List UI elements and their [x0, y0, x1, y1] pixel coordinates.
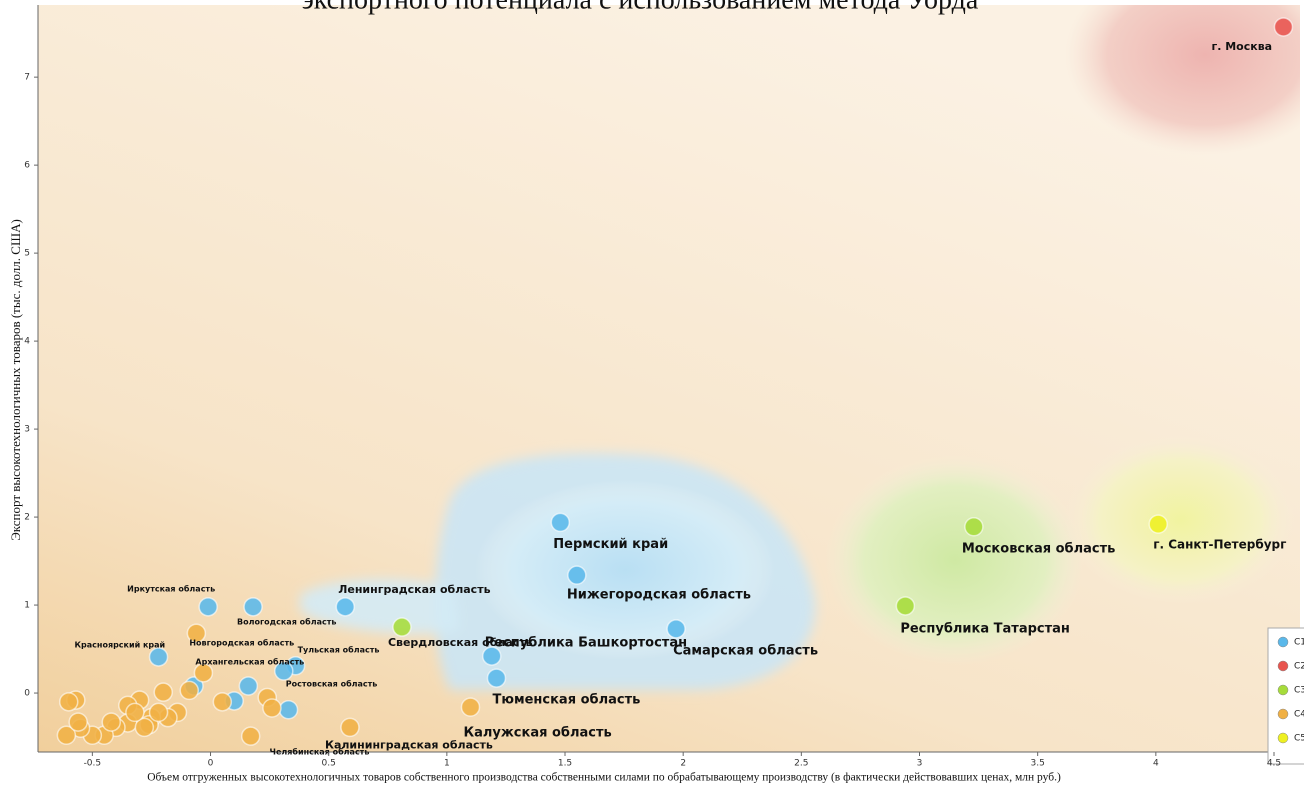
point [262, 698, 282, 718]
y-tick-label: 1 [24, 601, 30, 611]
point-label: Тульская область [298, 644, 380, 654]
y-tick-label: 4 [24, 337, 30, 347]
point [58, 692, 79, 712]
point [340, 717, 360, 738]
chart-title: экспортного потенциала с использованием … [302, 0, 979, 15]
legend-marker [1277, 708, 1289, 720]
x-tick-label: 0.5 [322, 759, 336, 769]
legend-marker [1277, 684, 1289, 696]
point [125, 702, 145, 723]
point-label: Московская область [962, 541, 1116, 556]
point [274, 661, 294, 681]
legend-label: C2 [1294, 662, 1304, 672]
point-label: Нижегородская область [567, 588, 751, 603]
point-label: Иркутская область [127, 583, 215, 593]
point [243, 597, 263, 617]
point [335, 597, 355, 617]
point-label: Республика Башкортостан [485, 636, 687, 651]
points: Пермский край Нижегородская область Ленинг… [56, 17, 1294, 756]
point [1148, 514, 1168, 534]
legend-label: C1 [1294, 638, 1304, 648]
y-tick-label: 3 [24, 425, 30, 435]
x-tick-label: 3 [917, 759, 923, 769]
point-label: г. Санкт-Петербург [1153, 538, 1286, 552]
point [56, 725, 77, 746]
point-label: Вологодская область [237, 616, 336, 626]
point [392, 617, 412, 637]
x-tick-label: 2 [680, 759, 686, 769]
point [278, 700, 299, 720]
point [134, 717, 155, 738]
legend-label: C4 [1294, 710, 1304, 720]
point [212, 692, 233, 712]
point [460, 697, 481, 717]
point [486, 668, 507, 688]
point-label: Ленинградская область [338, 583, 490, 596]
point [198, 597, 218, 617]
point-label: Архангельская область [195, 656, 304, 666]
point [68, 712, 88, 732]
point [964, 517, 984, 537]
point [153, 682, 174, 702]
x-tick-label: 4 [1153, 759, 1159, 769]
x-tick-label: 4.5 [1267, 759, 1281, 769]
point-label: Красноярский край [75, 640, 166, 649]
legend-marker [1277, 660, 1289, 672]
point-label: Самарская область [673, 643, 818, 658]
x-tick-label: -0.5 [84, 759, 102, 769]
x-tick-label: 1.5 [558, 759, 572, 769]
point [895, 596, 916, 616]
point-label: Калининградская область [325, 738, 493, 751]
legend-label: C5 [1294, 734, 1304, 744]
point [1273, 17, 1294, 37]
point [193, 663, 214, 683]
point-label: Пермский край [553, 537, 668, 552]
y-tick-label: 2 [24, 513, 30, 523]
legend: C1 C2 C3 C4 C5 [1267, 627, 1304, 765]
point [240, 726, 261, 746]
plot-background [38, 5, 1300, 752]
y-tick-label: 7 [24, 73, 30, 83]
legend-marker [1277, 636, 1289, 648]
legend-box [1267, 627, 1304, 765]
point [238, 676, 259, 696]
point [482, 646, 502, 666]
point [148, 647, 169, 667]
point-label: Челябинская область [270, 746, 370, 756]
x-axis-title: Объем отгруженных высокотехнологичных то… [147, 772, 1061, 784]
point-label: г. Москва [1211, 40, 1272, 53]
point-label: Свердловская область [388, 636, 533, 649]
point [186, 623, 207, 643]
point-label: Новгородская область [189, 638, 294, 648]
point-label: Республика Татарстан [900, 621, 1070, 636]
x-tick-label: 2.5 [794, 759, 808, 769]
point-label: Калужская область [463, 726, 611, 741]
legend-marker [1277, 732, 1289, 744]
point [148, 702, 169, 723]
point [101, 712, 122, 732]
y-tick-label: 6 [24, 161, 30, 171]
y-tick-label: 0 [24, 689, 30, 699]
point [179, 680, 200, 701]
y-axis-title: Экспорт высокотехнологичных товаров (тыс… [8, 219, 23, 541]
x-tick-label: 1 [444, 759, 450, 769]
legend-label: C3 [1294, 686, 1304, 696]
point [550, 512, 571, 533]
x-tick-label: 3.5 [1031, 759, 1045, 769]
x-tick-label: 0 [208, 759, 214, 769]
y-tick-label: 5 [24, 249, 30, 259]
point-label: Тюменская область [492, 693, 640, 708]
point-label: Ростовская область [286, 679, 378, 689]
point [567, 565, 587, 585]
point [666, 619, 686, 639]
